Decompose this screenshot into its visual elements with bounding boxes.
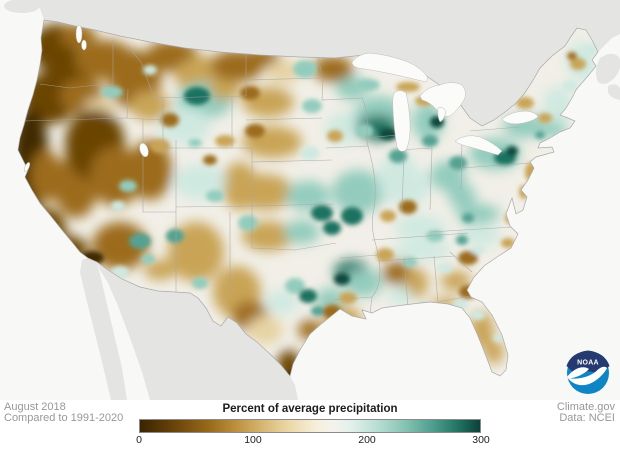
canada-landmass <box>4 0 620 126</box>
period-label: August 2018 <box>4 401 66 413</box>
data-source-label: Data: NCEI <box>559 412 615 424</box>
color-scale-bar <box>139 419 481 433</box>
noaa-logo-text: NOAA <box>577 360 599 367</box>
us-precipitation-anomaly-map: NOAA <box>4 0 620 400</box>
great-lakes <box>23 24 539 172</box>
legend-title: Percent of average precipitation <box>222 403 398 415</box>
us-border-outline <box>17 19 599 377</box>
legend-tick-labels: 0 100 200 300 <box>136 434 490 447</box>
source-label: Climate.gov <box>556 401 615 413</box>
credits: Climate.gov Data: NCEI <box>557 402 615 424</box>
tick-100: 100 <box>244 434 262 446</box>
tick-300: 300 <box>472 434 490 446</box>
baseline-label: Compared to 1991-2020 <box>4 412 124 424</box>
tick-0: 0 <box>136 434 142 446</box>
date-caption: August 2018 Compared to 1991-2020 <box>4 402 123 424</box>
mexico-landmass <box>80 258 298 400</box>
tick-200: 200 <box>358 434 376 446</box>
colorbar-legend: Percent of average precipitation 0 100 2… <box>136 403 490 447</box>
noaa-logo: NOAA <box>566 350 610 394</box>
